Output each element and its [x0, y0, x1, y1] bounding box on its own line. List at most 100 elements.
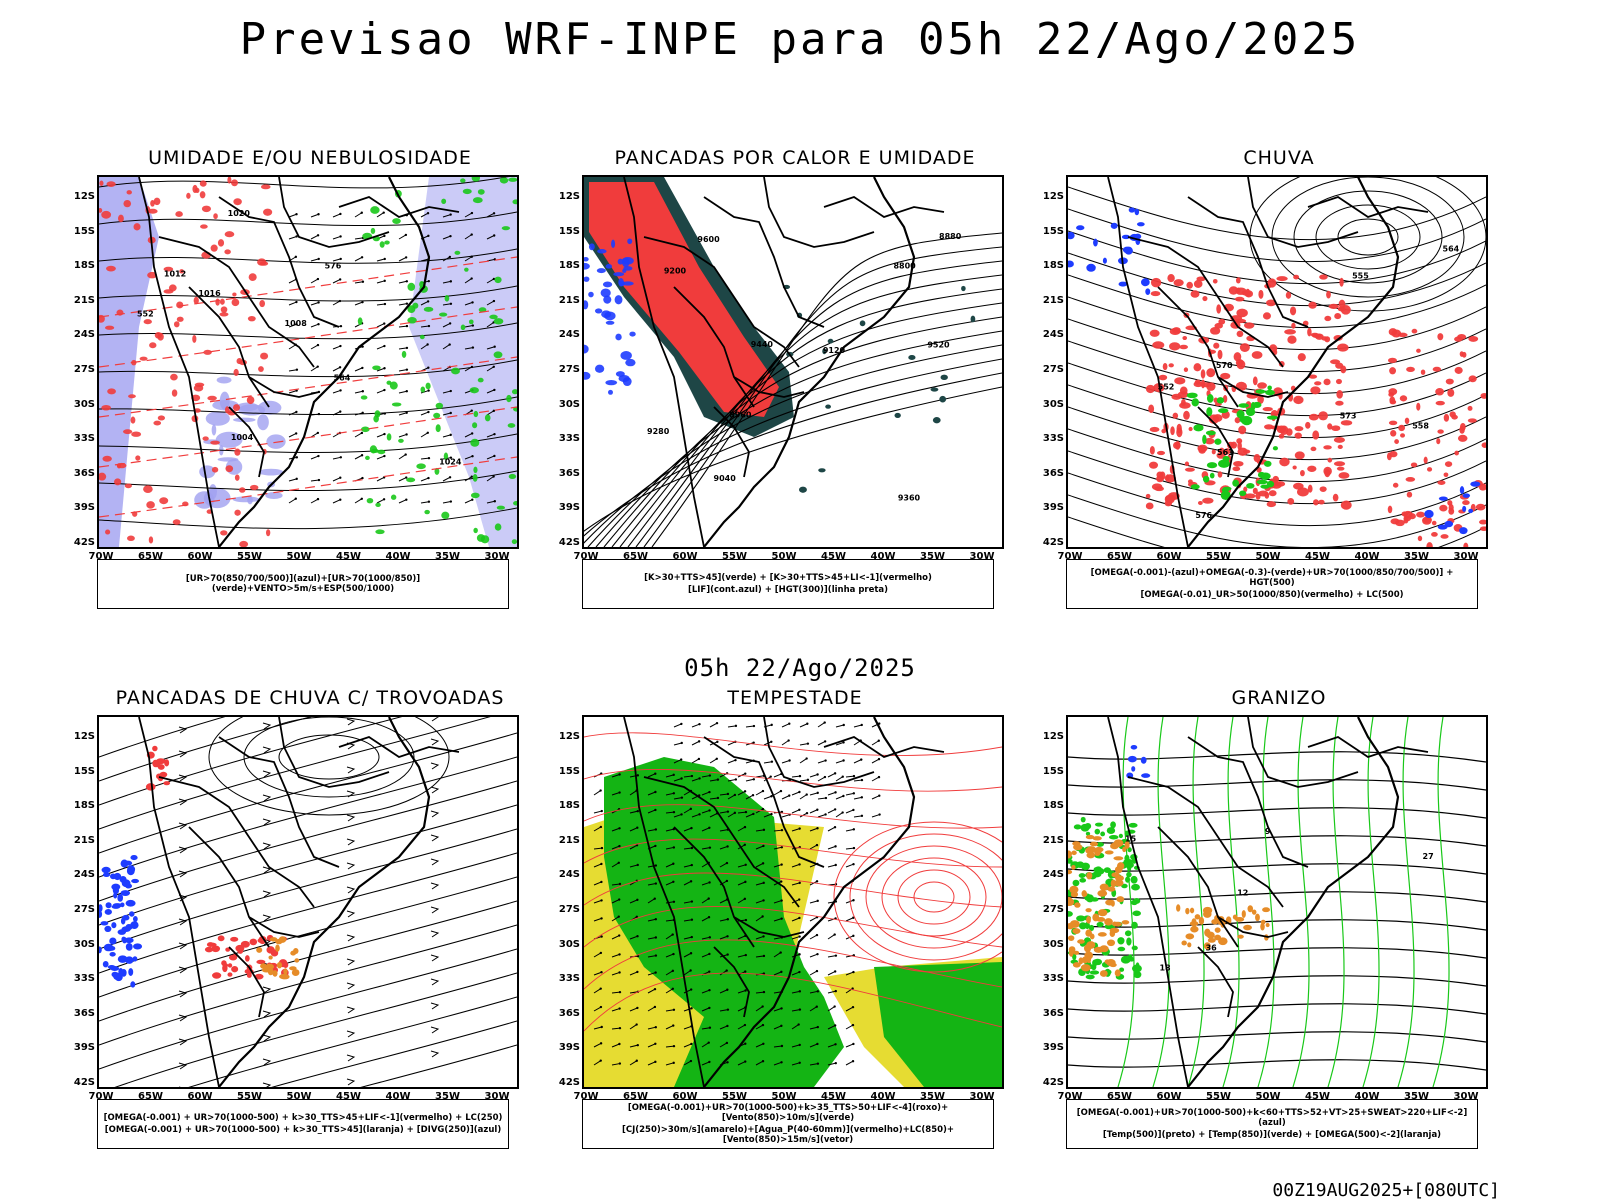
svg-text:564: 564: [334, 374, 351, 383]
panel-title: PANCADAS DE CHUVA C/ TROVOADAS: [115, 687, 505, 709]
map-canvas: [584, 717, 1002, 1087]
lat-tick-label: 30S: [558, 938, 580, 950]
lon-tick-label: 60W: [1156, 1091, 1182, 1102]
legend-line: [K>30+TTS>45](verde) + [K>30+TTS>45+LI<-…: [644, 573, 932, 583]
lat-tick-label: 42S: [73, 537, 95, 548]
map-canvas: [99, 717, 517, 1087]
lon-tick-label: 55W: [1206, 551, 1231, 562]
lat-tick-label: 15S: [73, 225, 95, 237]
svg-text:9520: 9520: [927, 341, 950, 350]
svg-text:1012: 1012: [164, 270, 186, 279]
legend-line: [OMEGA(-0.001) + UR>70(1000-500) + k>30_…: [103, 1113, 503, 1123]
lat-tick-label: 36S: [73, 467, 95, 479]
lon-tick-label: 60W: [187, 1091, 213, 1102]
lat-tick-label: 36S: [73, 1007, 95, 1019]
lon-tick-label: 30W: [1453, 1091, 1479, 1102]
panel-legend: [OMEGA(-0.001)-(azul)+OMEGA(-0.3)-(verde…: [1066, 559, 1478, 609]
lat-tick-label: 18S: [73, 260, 95, 272]
lat-tick-label: 33S: [1042, 973, 1064, 985]
lat-tick-label: 12S: [1042, 191, 1064, 202]
lon-tick-label: 40W: [385, 1091, 411, 1102]
lon-tick-label: 40W: [870, 1091, 896, 1102]
legend-line: [OMEGA(-0.01)_UR>50(1000/850)(vermelho) …: [1140, 590, 1404, 600]
lat-tick-label: 21S: [558, 834, 580, 846]
panel-legend: [K>30+TTS>45](verde) + [K>30+TTS>45+LI<-…: [582, 559, 994, 609]
lon-tick-label: 60W: [672, 551, 698, 562]
svg-text:15: 15: [1125, 834, 1137, 843]
lon-tick-label: 70W: [573, 1091, 599, 1102]
svg-text:9200: 9200: [664, 267, 687, 276]
lat-tick-label: 15S: [558, 225, 580, 237]
panel-legend: [OMEGA(-0.001)+UR>70(1000-500)+k>35_TTS>…: [582, 1099, 994, 1149]
map-canvas: 9600 9520 9440 9360 9280 9200 9120 9040 8960 8880…: [584, 177, 1002, 547]
lat-tick-label: 30S: [558, 398, 580, 410]
lat-tick-label: 39S: [1042, 502, 1064, 514]
lon-tick-label: 45W: [1305, 551, 1330, 562]
lon-tick-label: 35W: [1404, 1091, 1429, 1102]
lon-tick-label: 60W: [187, 551, 213, 562]
lon-tick-label: 35W: [435, 1091, 460, 1102]
lon-tick-label: 45W: [821, 551, 846, 562]
map-trovoadas: 12S 15S 18S 21S 24S 27S 30S 33S 36S 39S 42S 70W 65W 6…: [74, 715, 519, 1102]
lat-tick-label: 18S: [73, 800, 95, 812]
lat-tick-label: 15S: [1042, 225, 1064, 237]
svg-text:9: 9: [1265, 827, 1271, 836]
svg-text:570: 570: [1216, 361, 1233, 370]
lon-tick-label: 65W: [138, 1091, 163, 1102]
lon-tick-label: 55W: [1206, 1091, 1231, 1102]
lon-tick-label: 65W: [1107, 551, 1132, 562]
legend-line: [OMEGA(-0.001) + UR>70(1000-500) + k>30_…: [104, 1125, 502, 1135]
lat-tick-label: 18S: [558, 260, 580, 272]
lon-tick-label: 60W: [1156, 551, 1182, 562]
map-canvas: 1016 1012 1008 1020 1004 576 552 564 1024: [99, 177, 517, 547]
svg-text:9360: 9360: [898, 494, 921, 503]
svg-text:1008: 1008: [285, 319, 308, 328]
map-tempestade: 12S 15S 18S 21S 24S 27S 30S 33S 36S 39S 42S 70W 65W 6…: [559, 715, 1004, 1102]
lat-tick-label: 39S: [1042, 1042, 1064, 1054]
lat-tick-label: 33S: [1042, 433, 1064, 445]
lat-tick-label: 30S: [73, 398, 95, 410]
svg-text:18: 18: [1159, 963, 1171, 972]
lat-tick-label: 12S: [558, 731, 580, 742]
lon-tick-label: 40W: [385, 551, 411, 562]
lon-tick-label: 70W: [1057, 1091, 1083, 1102]
lat-tick-label: 33S: [558, 433, 580, 445]
lat-tick-label: 30S: [1042, 938, 1064, 950]
lat-tick-label: 27S: [73, 904, 95, 915]
lon-tick-label: 45W: [1305, 1091, 1330, 1102]
panel-title: CHUVA: [1243, 147, 1315, 169]
svg-text:1020: 1020: [228, 209, 251, 218]
svg-text:9280: 9280: [647, 427, 670, 436]
lat-tick-label: 21S: [73, 294, 95, 306]
svg-text:1004: 1004: [231, 433, 254, 442]
svg-text:1016: 1016: [198, 289, 221, 298]
legend-line: [OMEGA(-0.001)+UR>70(1000-500)+k>35_TTS>…: [627, 1103, 949, 1123]
lat-tick-label: 12S: [73, 191, 95, 202]
lon-tick-label: 70W: [573, 551, 599, 562]
lat-tick-label: 18S: [558, 800, 580, 812]
lat-tick-label: 12S: [558, 191, 580, 202]
map-canvas: 12 15 18 27 36 9: [1068, 717, 1486, 1087]
lat-tick-label: 24S: [73, 869, 95, 881]
lat-tick-label: 21S: [1042, 294, 1064, 306]
lon-tick-label: 70W: [88, 1091, 114, 1102]
lat-tick-label: 33S: [73, 433, 95, 445]
panel-title: GRANIZO: [1231, 687, 1327, 709]
lon-tick-label: 50W: [1255, 1091, 1281, 1102]
lon-tick-label: 65W: [138, 551, 163, 562]
lat-tick-label: 27S: [1042, 364, 1064, 375]
lon-tick-label: 55W: [722, 1091, 747, 1102]
legend-line: [UR>70(850/700/500)](azul)+[UR>70(1000/8…: [185, 574, 421, 594]
lon-tick-label: 50W: [771, 551, 797, 562]
lat-tick-label: 30S: [1042, 398, 1064, 410]
lon-tick-label: 50W: [771, 1091, 797, 1102]
lat-tick-label: 15S: [1042, 765, 1064, 777]
svg-text:8800: 8800: [893, 261, 916, 270]
panel-legend: [OMEGA(-0.001) + UR>70(1000-500) + k>30_…: [97, 1099, 509, 1149]
svg-text:9120: 9120: [823, 346, 846, 355]
lon-tick-label: 65W: [1107, 1091, 1132, 1102]
lon-tick-label: 55W: [722, 551, 747, 562]
legend-line: [CJ(250)>30m/s](amarelo)+[Agua_P(40-60mm…: [621, 1125, 955, 1145]
lat-tick-label: 27S: [558, 904, 580, 915]
lon-tick-label: 55W: [237, 551, 262, 562]
